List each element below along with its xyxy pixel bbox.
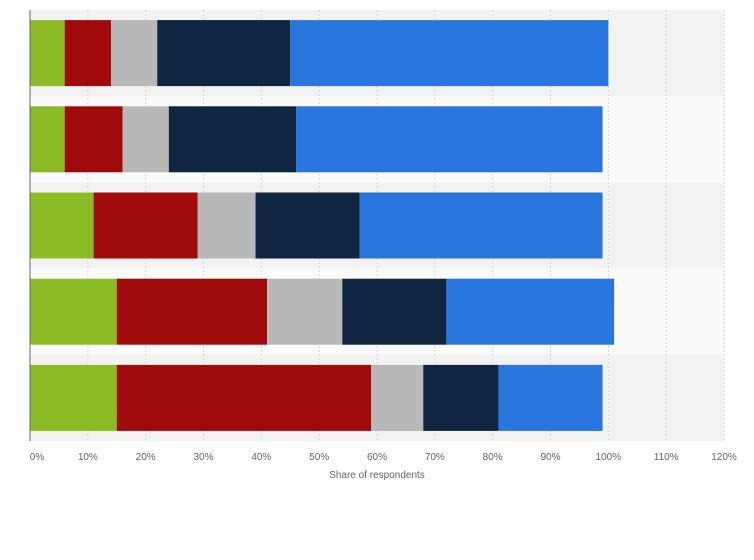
bar-segment [371,364,424,431]
x-tick-label: 50% [309,452,329,463]
bar-segment [110,20,158,87]
x-axis-ticks: 0% 10% 20% 30% 40% 50% 60% 70% 80% 90% 100% 110% 120… [30,452,737,463]
x-tick-label: 100% [596,452,622,463]
bar-segment [446,278,615,345]
bar-segment [197,192,256,259]
bar-segment [122,106,169,173]
bar-segment [93,192,198,259]
x-tick-label: 20% [136,452,156,463]
bar-segment [296,106,603,173]
x-tick-label: 110% [654,452,679,463]
bar-segment [359,192,603,259]
bar-segment [498,364,603,431]
x-tick-label: 40% [251,452,271,463]
bar-segment [30,192,94,259]
x-tick-label: 60% [367,452,387,463]
bar-segment [64,20,111,87]
x-tick-label: 70% [425,452,445,463]
x-tick-label: 10% [78,452,98,463]
x-tick-label: 0% [30,452,45,463]
bar-segment [116,278,268,345]
bars [30,20,615,431]
bar-segment [255,192,360,259]
bar-segment [30,364,117,431]
bar-segment [423,364,499,431]
bar-segment [290,20,609,87]
x-tick-label: 30% [193,452,213,463]
bar-segment [267,278,343,345]
bar-segment [116,364,372,431]
x-tick-label: 80% [483,452,503,463]
bar-segment [30,20,65,87]
bar-segment [342,278,447,345]
bar-segment [30,106,65,173]
x-tick-label: 90% [540,452,560,463]
bar-segment [157,20,291,87]
bar-segment [64,106,123,173]
bar-segment [30,278,117,345]
x-tick-label: 120% [711,452,737,463]
x-axis-title: Share of respondents [329,470,425,481]
bar-segment [168,106,297,173]
